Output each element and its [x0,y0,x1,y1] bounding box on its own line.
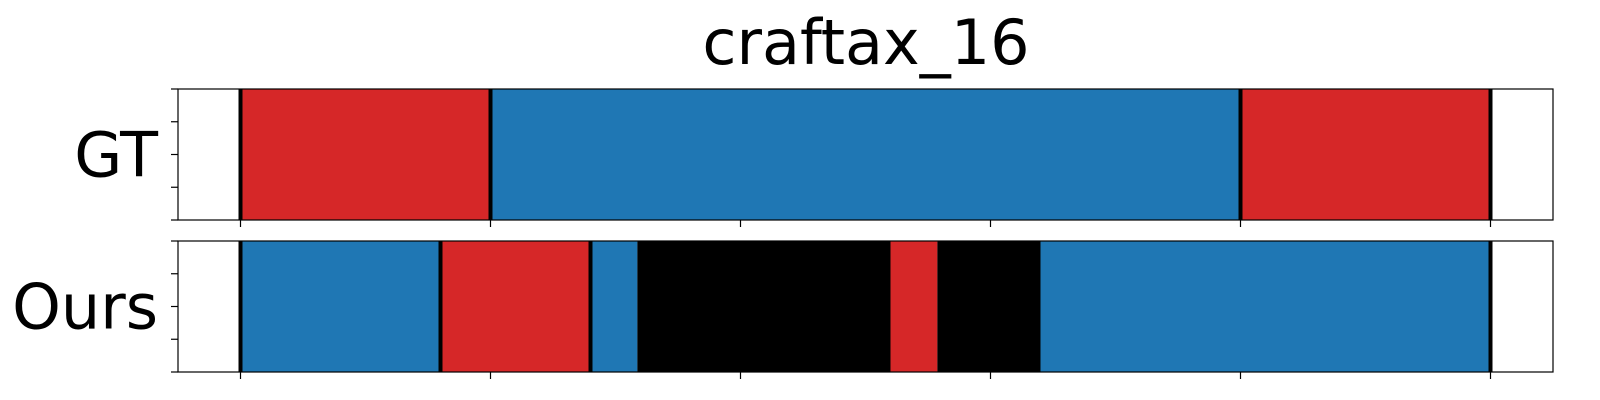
segment-ours-0 [240,241,441,372]
chart-title: craftax_16 [702,6,1029,79]
segment-ours-6 [1040,241,1491,372]
row-ours: Ours [12,240,1554,379]
row-label-gt: GT [74,119,159,192]
segment-ours-4 [890,241,938,372]
segment-gt-1 [490,89,1241,220]
segment-gt-0 [240,89,491,220]
row-gt: GT [74,88,1554,227]
segment-ours-5 [937,241,1041,372]
segment-ours-2 [590,241,638,372]
chart-rows: GT Ours [12,88,1554,379]
segment-ours-1 [440,241,591,372]
row-label-ours: Ours [12,271,158,344]
segment-gt-2 [1240,89,1491,220]
segment-ours-3 [637,241,891,372]
